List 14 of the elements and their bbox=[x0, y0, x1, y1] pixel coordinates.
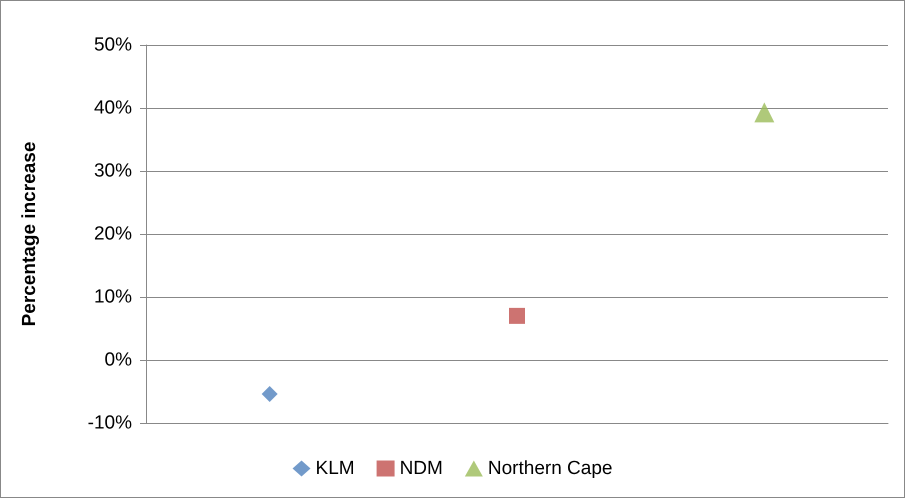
y-tick-label: 40% bbox=[94, 98, 132, 118]
legend-label: Northern Cape bbox=[488, 458, 612, 479]
y-tick-label: 0% bbox=[104, 350, 132, 370]
y-tick-label: 50% bbox=[94, 34, 132, 56]
point bbox=[754, 102, 774, 122]
y-axis-title: Percentage increase bbox=[19, 142, 40, 326]
y-tick-label: -10% bbox=[88, 412, 132, 434]
y-tick-label: 10% bbox=[94, 286, 132, 308]
legend-label: NDM bbox=[400, 458, 443, 479]
point bbox=[509, 308, 525, 324]
point bbox=[262, 386, 278, 402]
legend-label: KLM bbox=[316, 458, 355, 479]
y-tick-label: 30% bbox=[94, 160, 132, 182]
y-tick-label: 20% bbox=[94, 224, 132, 244]
